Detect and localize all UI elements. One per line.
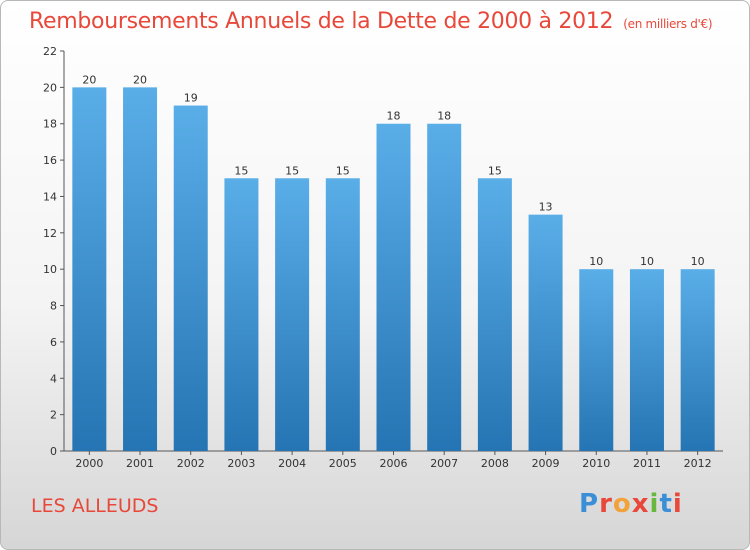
x-tick-label: 2005	[329, 457, 357, 470]
bar-2002	[173, 105, 208, 451]
y-tick-label: 12	[43, 227, 57, 240]
bar-2012	[680, 269, 715, 451]
bar-2007	[427, 123, 462, 452]
y-tick-label: 0	[50, 445, 57, 458]
x-tick-label: 2009	[532, 457, 560, 470]
bar-value-label: 18	[387, 110, 401, 123]
logo-letter: r	[599, 489, 613, 519]
bar-value-label: 20	[82, 73, 96, 86]
x-tick-label: 2007	[430, 457, 458, 470]
x-tick-label: 2002	[177, 457, 205, 470]
bar-2005	[325, 178, 360, 452]
logo-letter: t	[659, 489, 673, 519]
bar-2000	[72, 87, 107, 451]
bar-2009	[528, 214, 563, 451]
chart-title: Remboursements Annuels de la Dette de 20…	[29, 9, 713, 34]
bar-value-label: 18	[437, 110, 451, 123]
axes: 0 2 4 6 8 10 12 14 16 18 20 22 2000 2001 2002 2003 2004 2…	[43, 45, 723, 470]
y-tick-label: 22	[43, 45, 57, 58]
bar-value-label: 15	[488, 164, 502, 177]
logo-letter: x	[631, 489, 650, 519]
bar-2006	[376, 123, 411, 452]
y-tick-label: 6	[50, 336, 57, 349]
bar-2011	[629, 269, 664, 451]
bar-2004	[275, 178, 310, 452]
bar-2010	[579, 269, 614, 451]
bar-value-label: 10	[589, 255, 603, 268]
y-tick-label: 10	[43, 263, 57, 276]
x-tick-label: 2001	[126, 457, 154, 470]
unit-subtitle: (en milliers d'€)	[623, 17, 713, 31]
bar-2008	[477, 178, 512, 452]
bar-value-label: 20	[133, 73, 147, 86]
bars: 20 20 19 15 15 15 18 18 15 13 10 10 10	[72, 73, 715, 452]
y-tick-label: 2	[50, 409, 57, 422]
bar-value-label: 10	[640, 255, 654, 268]
x-tick-label: 2010	[582, 457, 610, 470]
logo-letter: i	[672, 489, 683, 519]
logo-letter: P	[579, 489, 600, 519]
bar-value-label: 19	[184, 92, 198, 105]
bar-value-label: 15	[336, 164, 350, 177]
x-tick-label: 2008	[481, 457, 509, 470]
x-tick-label: 2006	[380, 457, 408, 470]
bar-value-label: 13	[539, 201, 553, 214]
y-tick-label: 18	[43, 118, 57, 131]
y-tick-label: 16	[43, 154, 57, 167]
bar-value-label: 10	[691, 255, 705, 268]
y-tick-label: 8	[50, 300, 57, 313]
logo-letter: i	[649, 489, 660, 519]
x-tick-label: 2012	[684, 457, 712, 470]
logo-letter: o	[612, 489, 632, 519]
bar-value-label: 15	[234, 164, 248, 177]
bar-2001	[123, 87, 158, 451]
x-tick-label: 2011	[633, 457, 661, 470]
title-text: Remboursements Annuels de la Dette de 20…	[29, 9, 614, 34]
bar-value-label: 15	[285, 164, 299, 177]
proxiti-logo[interactable]: Proxiti	[579, 489, 683, 519]
bar-2003	[224, 178, 259, 452]
y-tick-label: 20	[43, 81, 57, 94]
x-tick-label: 2004	[278, 457, 306, 470]
x-tick-label: 2003	[227, 457, 255, 470]
y-tick-label: 4	[50, 372, 57, 385]
x-tick-label: 2000	[75, 457, 103, 470]
city-name: LES ALLEUDS	[31, 495, 159, 517]
y-tick-label: 14	[43, 190, 57, 203]
